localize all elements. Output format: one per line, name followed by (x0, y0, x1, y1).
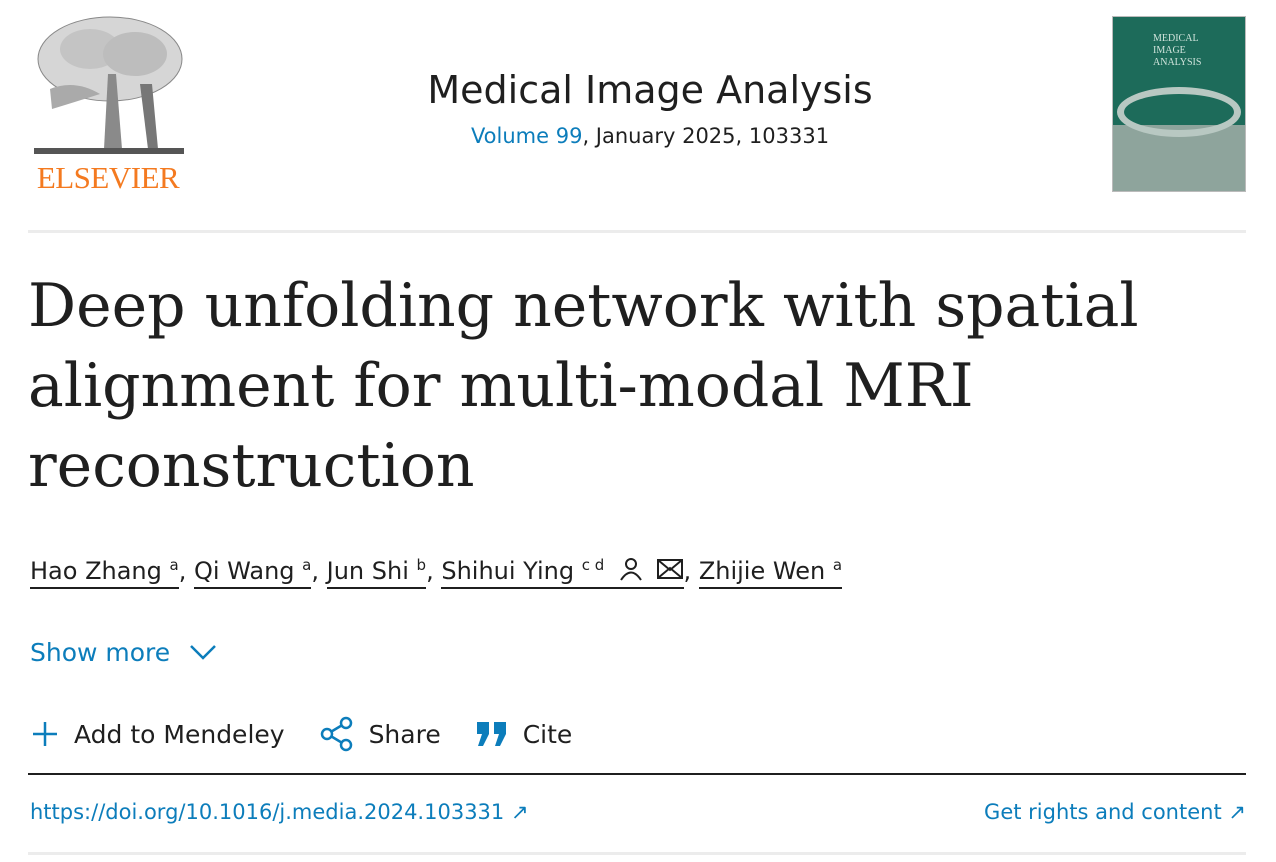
share-icon (320, 716, 352, 752)
add-to-mendeley-button[interactable]: Add to Mendeley (30, 719, 285, 749)
volume-link[interactable]: Volume 99 (470, 124, 583, 148)
author-link[interactable]: Hao Zhang a (30, 556, 179, 589)
footer-divider (28, 852, 1246, 855)
author-link[interactable]: Shihui Ying c d (441, 556, 684, 589)
chevron-down-icon (190, 645, 217, 660)
issue-info: Volume 99, January 2025, 103331 (470, 124, 830, 148)
quote-icon (476, 722, 506, 746)
doi-link[interactable]: https://doi.org/10.1016/j.media.2024.103… (30, 800, 529, 824)
external-link-icon: ↗ (510, 800, 529, 824)
elsevier-logo[interactable]: ELSEVIER (28, 14, 188, 195)
cover-title: MEDICAL IMAGE ANALYSIS (1153, 33, 1202, 68)
elsevier-tree-icon (34, 16, 184, 154)
plus-icon (33, 722, 57, 746)
journal-title-link[interactable]: Medical Image Analysis (427, 68, 873, 112)
show-more-button[interactable]: Show more (30, 638, 218, 667)
cite-button[interactable]: Cite (475, 720, 572, 749)
author-link[interactable]: Jun Shi b (326, 556, 427, 589)
person-icon (620, 558, 642, 581)
envelope-icon (656, 559, 683, 579)
header-divider (28, 230, 1246, 233)
author-link[interactable]: Qi Wang a (193, 556, 312, 589)
journal-cover-image[interactable]: MEDICAL IMAGE ANALYSIS (1112, 16, 1246, 192)
article-actions: Add to Mendeley Share Cite (30, 716, 572, 752)
actions-divider (28, 773, 1246, 775)
article-title: Deep unfolding network with spatial alig… (28, 271, 1139, 501)
author-link[interactable]: Zhijie Wen a (698, 556, 843, 589)
author-list: Hao Zhang a, Qi Wang a, Jun Shi b, Shihu… (30, 556, 843, 589)
share-button[interactable]: Share (319, 716, 441, 752)
get-rights-link[interactable]: Get rights and content ↗ (984, 800, 1246, 824)
external-link-icon: ↗ (1228, 800, 1246, 824)
cover-brain-image (1117, 87, 1241, 137)
journal-header: Medical Image Analysis Volume 99, Januar… (300, 68, 1000, 148)
